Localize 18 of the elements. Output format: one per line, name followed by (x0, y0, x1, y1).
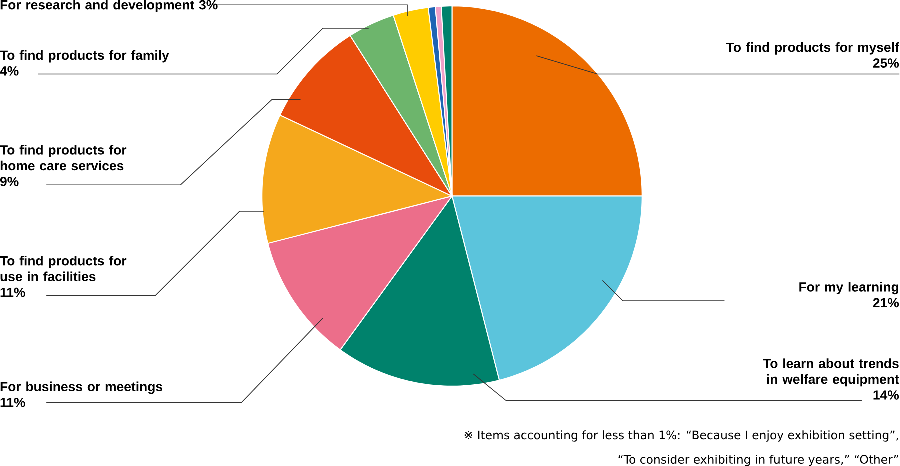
slice-label: For business or meetings (0, 382, 163, 394)
data-label: 14% (874, 390, 900, 400)
text: ※ Items accounting for less than 1%: “Because I enjoy exhibition setting”, (464, 430, 898, 442)
data-label: 25% (873, 58, 900, 68)
slice-label: For my learning (800, 282, 899, 294)
slice-label: For research and development (0, 0, 194, 12)
data-label: 21% (873, 298, 900, 308)
data-label: 11% (0, 398, 26, 408)
data-label: 9% (0, 176, 19, 186)
data-label: 4% (0, 66, 19, 76)
slice-label: To learn about trends in welfare equipment (763, 358, 900, 387)
text: “To consider exhibiting in future years,” “Other” (618, 454, 898, 466)
slice-label: To find products for myself (726, 42, 900, 55)
data-label: 11% (0, 288, 26, 298)
slice-label: To find products for use in facilities (0, 256, 127, 282)
slice-label: To find products for family (0, 50, 170, 63)
data-label: 3% (199, 0, 218, 10)
slice-label: To find products for home care services (0, 145, 127, 170)
